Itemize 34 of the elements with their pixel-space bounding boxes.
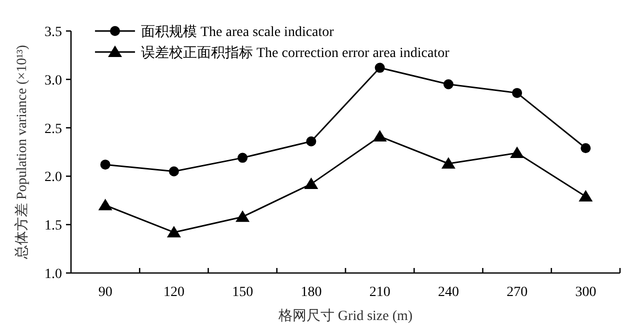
point — [374, 62, 385, 73]
x-tick-label: 120 — [163, 285, 184, 300]
x-tick-label: 300 — [575, 285, 596, 300]
y-tick-label: 2.0 — [44, 170, 62, 186]
y-tick-label: 2.5 — [44, 122, 62, 137]
point — [372, 130, 387, 142]
point — [510, 146, 524, 158]
point — [236, 210, 250, 222]
x-tick-label: 180 — [300, 285, 322, 300]
x-tick-label: 150 — [232, 285, 254, 300]
legend-label: 误差校正面积指标 The correction error area indicator — [141, 45, 450, 61]
point — [98, 198, 112, 210]
y-tick-label: 1.0 — [44, 267, 62, 282]
point — [578, 190, 593, 202]
point — [512, 88, 522, 98]
point — [441, 157, 456, 169]
y-tick-label: 1.5 — [44, 218, 62, 234]
point — [166, 226, 181, 238]
y-tick-label: 3.5 — [44, 25, 62, 40]
x-tick-label: 240 — [438, 285, 459, 300]
point — [306, 136, 316, 146]
x-tick-label: 270 — [506, 285, 528, 300]
point — [304, 177, 318, 189]
point — [100, 160, 110, 170]
point — [443, 79, 454, 90]
point — [168, 166, 179, 176]
point — [238, 152, 248, 163]
x-tick-label: 210 — [369, 285, 390, 300]
y-axis-title: 总体方差 Population variance (×10¹³) — [14, 44, 30, 260]
y-tick-label: 3.0 — [44, 73, 62, 88]
point — [580, 143, 591, 154]
x-tick-label: 90 — [98, 285, 112, 300]
legend-label: 面积规模 The area scale indicator — [141, 24, 334, 40]
x-axis-title: 格网尺寸 Grid size (m) — [277, 308, 413, 324]
